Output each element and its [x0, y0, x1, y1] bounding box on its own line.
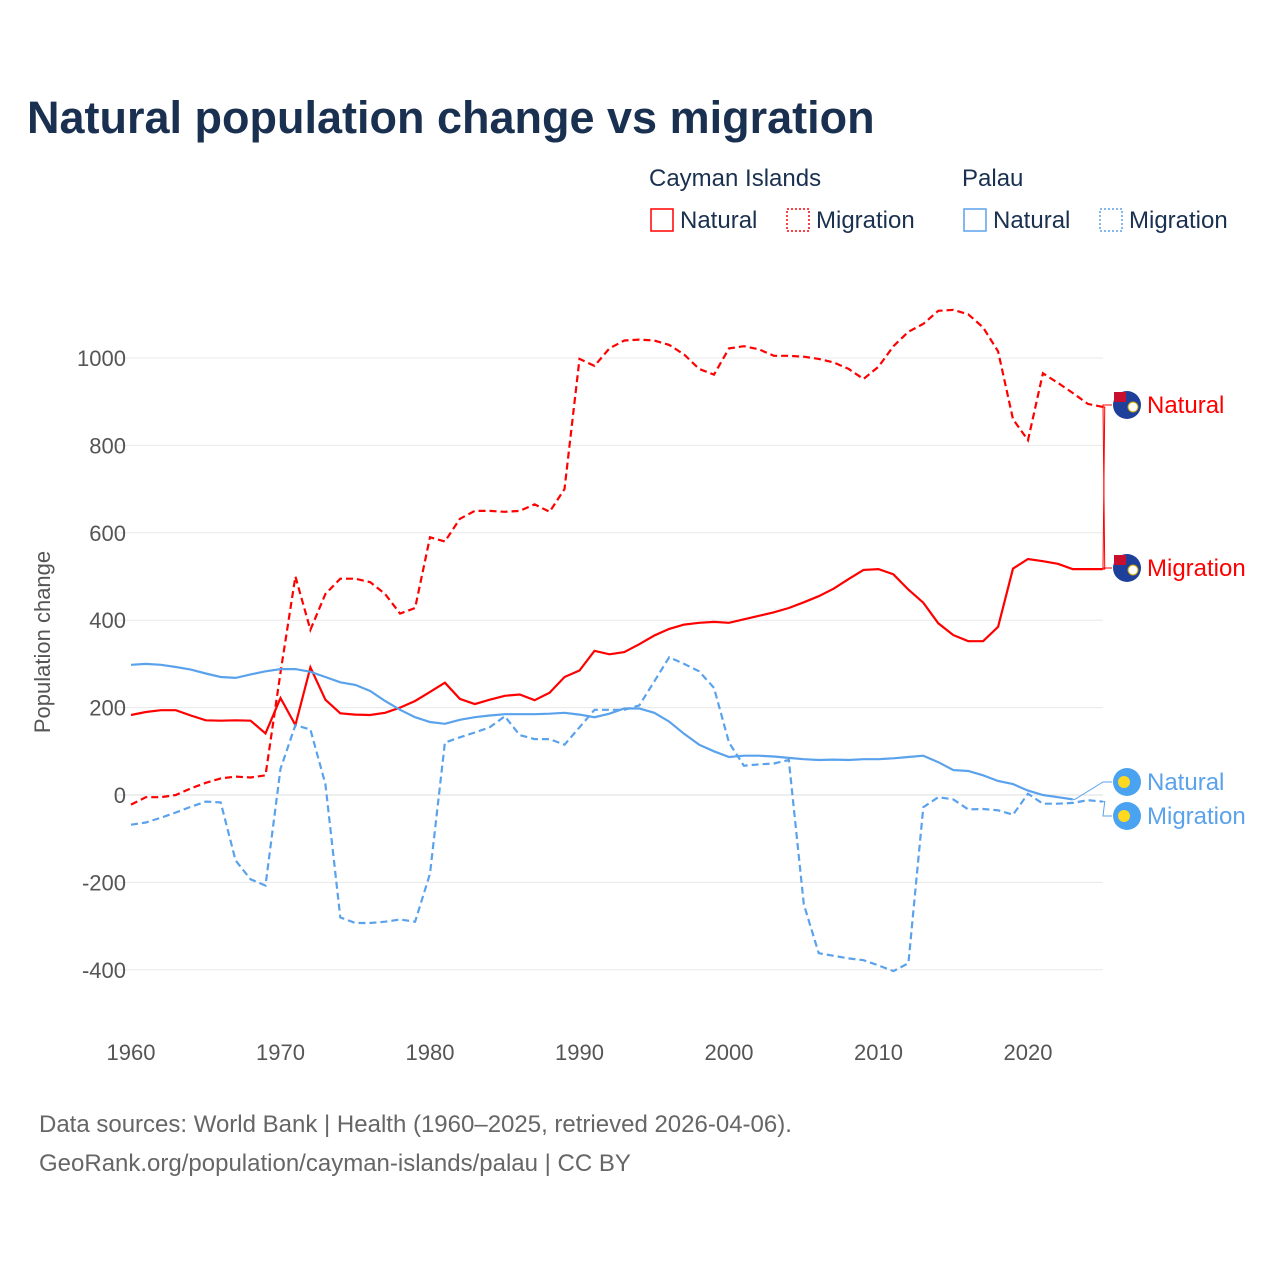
- x-tick-label: 2020: [1004, 1040, 1053, 1065]
- y-tick-label: -400: [82, 958, 126, 983]
- y-tick-label: 200: [89, 696, 126, 721]
- end-label: Migration: [1147, 555, 1246, 582]
- y-tick-label: 400: [89, 608, 126, 633]
- series-lines: [130, 308, 1104, 973]
- y-tick-label: 600: [89, 521, 126, 546]
- footer-link[interactable]: GeoRank.org/population/cayman-islands/pa…: [39, 1150, 631, 1177]
- flag-canton: [1114, 555, 1126, 565]
- y-tick-label: 1000: [77, 346, 126, 371]
- legend-swatch-cayman-natural: [650, 208, 674, 232]
- legend-group-title-cayman: Cayman Islands: [649, 165, 821, 192]
- cayman-migration-line[interactable]: [130, 308, 1104, 806]
- palau-migration-line[interactable]: [130, 655, 1103, 973]
- cayman-natural-line[interactable]: [130, 557, 1103, 736]
- x-tick-label: 1980: [406, 1040, 455, 1065]
- y-tick-label: 800: [89, 433, 126, 458]
- y-ticks: -400 -200 0 200 400 600 800 1000: [77, 346, 126, 983]
- legend-swatch-palau-migration: [1099, 208, 1123, 232]
- legend-label-cayman-migration[interactable]: Migration: [816, 207, 915, 234]
- x-tick-label: 1970: [256, 1040, 305, 1065]
- chart-title: Natural population change vs migration: [27, 92, 875, 143]
- x-tick-label: 1990: [555, 1040, 604, 1065]
- legend-label-palau-natural[interactable]: Natural: [993, 207, 1070, 234]
- label-connector: [1072, 781, 1112, 800]
- label-connector: [1102, 801, 1112, 817]
- x-tick-label: 1960: [107, 1040, 156, 1065]
- legend-swatch-palau-natural: [963, 208, 987, 232]
- y-tick-label: -200: [82, 870, 126, 895]
- flag-crest: [1127, 564, 1139, 576]
- palau-natural-line[interactable]: [130, 662, 1073, 801]
- legend-label-cayman-natural[interactable]: Natural: [680, 207, 757, 234]
- x-ticks: 1960 1970 1980 1990 2000 2010 2020: [107, 1040, 1053, 1065]
- gridlines: [116, 357, 1103, 971]
- end-labels: Natural Migration Natural Migration: [1072, 391, 1246, 830]
- flag-crest: [1127, 401, 1139, 413]
- y-axis-label: Population change: [30, 551, 55, 733]
- legend: Cayman Islands Natural Migration Palau N…: [649, 165, 1228, 234]
- flag-disc: [1118, 810, 1130, 822]
- end-label: Migration: [1147, 803, 1246, 830]
- legend-swatch-cayman-migration: [786, 208, 810, 232]
- y-tick-label: 0: [114, 783, 126, 808]
- footer-sources: Data sources: World Bank | Health (1960–…: [39, 1111, 792, 1138]
- end-label: Natural: [1147, 769, 1224, 796]
- x-tick-label: 2010: [854, 1040, 903, 1065]
- flag-disc: [1118, 776, 1130, 788]
- flag-canton: [1114, 392, 1126, 402]
- end-label: Natural: [1147, 392, 1224, 419]
- legend-label-palau-migration[interactable]: Migration: [1129, 207, 1228, 234]
- label-connector: [1102, 406, 1112, 569]
- legend-group-title-palau: Palau: [962, 165, 1023, 192]
- x-tick-label: 2000: [705, 1040, 754, 1065]
